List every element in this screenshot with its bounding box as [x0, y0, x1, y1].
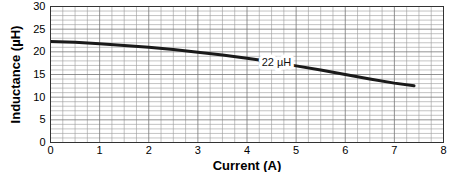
svg-text:7: 7	[391, 144, 397, 156]
svg-text:6: 6	[342, 144, 348, 156]
svg-text:0: 0	[47, 144, 53, 156]
svg-text:8: 8	[440, 144, 446, 156]
svg-text:0: 0	[39, 136, 45, 148]
svg-text:15: 15	[33, 68, 45, 80]
svg-text:5: 5	[293, 144, 299, 156]
svg-text:20: 20	[33, 45, 45, 57]
svg-text:1: 1	[97, 144, 103, 156]
svg-text:2: 2	[146, 144, 152, 156]
svg-text:5: 5	[39, 113, 45, 125]
svg-text:Current (A): Current (A)	[213, 158, 282, 172]
svg-text:30: 30	[33, 0, 45, 12]
svg-text:3: 3	[195, 144, 201, 156]
svg-text:Inductance (µH): Inductance (µH)	[8, 26, 23, 124]
svg-text:10: 10	[33, 91, 45, 103]
svg-text:22 µH: 22 µH	[262, 56, 292, 68]
svg-text:25: 25	[33, 23, 45, 35]
svg-text:4: 4	[244, 144, 250, 156]
